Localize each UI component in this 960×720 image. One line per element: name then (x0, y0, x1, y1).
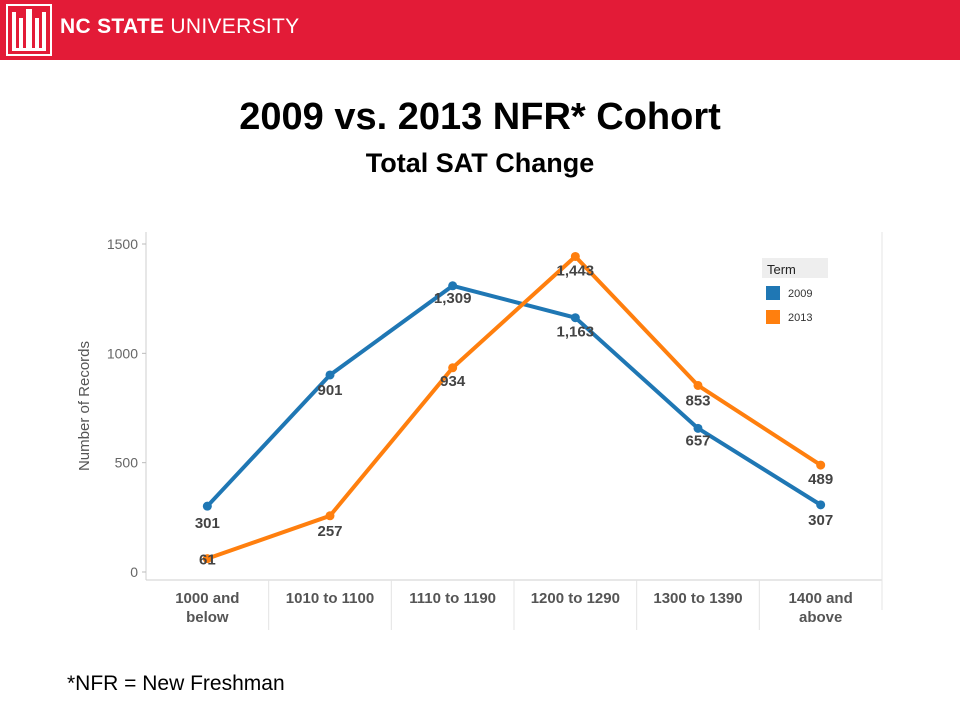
data-label-2009: 301 (195, 515, 220, 532)
x-tick-label: 1010 to 1100 (286, 590, 374, 607)
data-label-2009: 1,309 (434, 290, 472, 307)
y-tick-label: 1500 (107, 236, 138, 252)
legend-title: Term (767, 262, 796, 277)
nc-state-logo-icon (6, 4, 52, 56)
data-label-2013: 257 (317, 523, 342, 540)
x-tick-label: 1400 and (789, 590, 853, 607)
footnote: *NFR = New Freshman (67, 672, 285, 695)
data-point-2013 (325, 511, 335, 521)
data-point-2009 (816, 500, 826, 510)
series-line-2009 (205, 283, 822, 508)
page-subtitle: Total SAT Change (365, 148, 595, 178)
data-point-2013 (570, 251, 580, 261)
y-axis-label: Number of Records (76, 341, 93, 471)
legend-swatch-2009 (766, 286, 780, 300)
brand-rest: UNIVERSITY (164, 15, 300, 38)
legend-label-2009: 2009 (788, 288, 812, 300)
x-tick-label: 1200 to 1290 (531, 590, 620, 607)
data-point-2013 (816, 460, 826, 470)
data-label-2013: 1,443 (557, 262, 595, 279)
legend-label-2013: 2013 (788, 312, 812, 324)
data-label-2013: 934 (440, 373, 466, 390)
data-label-2009: 1,163 (557, 324, 595, 341)
data-label-2013: 61 (199, 552, 216, 569)
data-point-2013 (202, 554, 212, 564)
data-point-2009 (448, 281, 458, 291)
data-label-2009: 307 (808, 512, 833, 529)
brand-bold: NC STATE (60, 15, 165, 38)
data-point-2013 (448, 363, 458, 373)
data-label-2013: 853 (685, 392, 710, 409)
data-point-2009 (325, 370, 335, 380)
data-point-2009 (693, 423, 703, 433)
page-title: 2009 vs. 2013 NFR* Cohort (239, 96, 721, 138)
data-label-2009: 901 (317, 382, 342, 399)
data-point-2009 (570, 313, 580, 323)
y-tick-label: 500 (115, 455, 139, 471)
y-tick-label: 1000 (107, 345, 138, 361)
x-tick-label: below (186, 609, 229, 626)
header-banner: NC STATE UNIVERSITY (0, 0, 960, 60)
x-tick-label: 1300 to 1390 (653, 590, 742, 607)
legend-title-bg (762, 258, 828, 278)
x-tick-label: above (799, 609, 842, 626)
data-label-2009: 657 (685, 432, 710, 449)
y-tick-label: 0 (130, 564, 138, 580)
brand-name: NC STATE UNIVERSITY (60, 15, 299, 39)
data-label-2013: 489 (808, 471, 833, 488)
x-tick-label: 1000 and (175, 590, 239, 607)
series-line-2013 (206, 254, 822, 561)
legend-swatch-2013 (766, 310, 780, 324)
data-point-2013 (693, 380, 703, 390)
data-point-2009 (202, 501, 212, 511)
x-tick-label: 1110 to 1190 (409, 590, 496, 607)
